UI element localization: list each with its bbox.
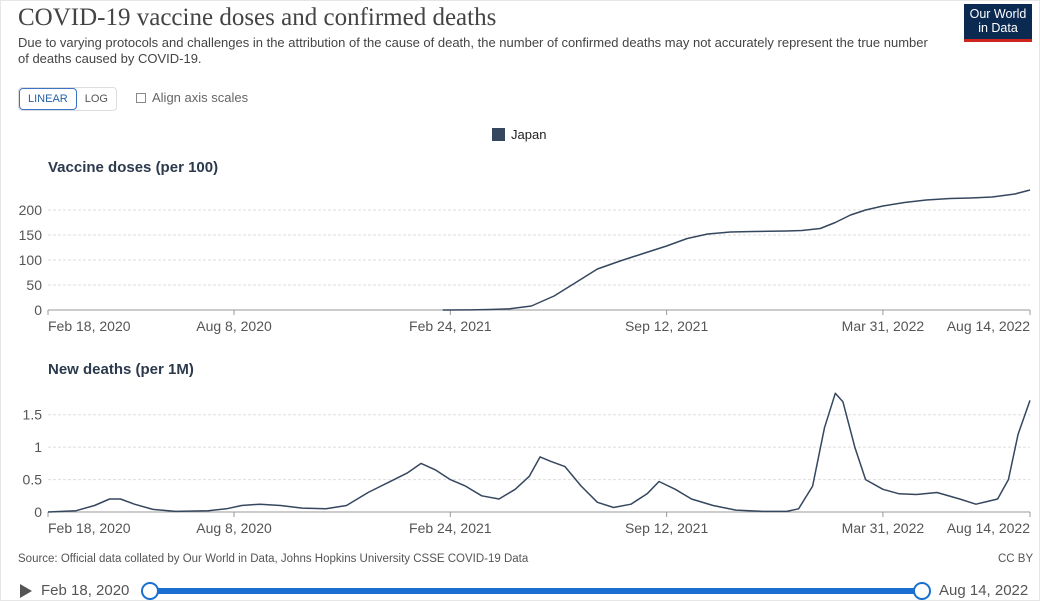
y-tick-label: 1.5 [23,407,43,423]
align-axis-scales-label: Align axis scales [152,90,249,105]
y-tick-label: 0 [34,302,42,318]
x-tick-label: Sep 12, 2021 [625,520,709,536]
y-tick-label: 1 [34,439,42,455]
chart-title: COVID-19 vaccine doses and confirmed dea… [18,4,497,31]
source-note: Source: Official data collated by Our Wo… [18,553,529,565]
x-tick-label: Sep 12, 2021 [625,318,709,334]
timeline: Feb 18, 2020 Aug 14, 2022 [0,576,1040,601]
x-tick-label: Feb 18, 2020 [48,318,131,334]
x-tick-label: Feb 24, 2021 [409,318,492,334]
timeline-end-label: Aug 14, 2022 [939,582,1029,599]
logo-line-2: in Data [978,21,1018,35]
x-tick-label: Mar 31, 2022 [842,520,925,536]
chart-subtitle: Due to varying protocols and challenges … [18,35,928,66]
x-tick-label: Feb 18, 2020 [48,520,131,536]
series-line-japan [442,189,1031,311]
legend[interactable]: Japan [492,127,546,142]
license-link[interactable]: CC BY [998,553,1034,565]
charts-svg: Vaccine doses (per 100) 0 50 100 150 200 Feb 1… [19,159,1031,536]
legend-label-japan: Japan [511,127,547,142]
play-icon[interactable] [20,584,32,598]
panel-title: New deaths (per 1M) [48,361,194,378]
series-line-japan [47,392,1031,513]
x-tick-label: Mar 31, 2022 [842,318,925,334]
logo-line-1: Our World [969,7,1027,21]
x-tick-label: Aug 14, 2022 [947,318,1031,334]
y-tick-label: 0.5 [23,472,43,488]
timeline-track[interactable] [149,588,921,594]
x-tick-label: Aug 8, 2020 [196,318,272,334]
timeline-start-label: Feb 18, 2020 [41,582,130,599]
align-axis-scales-toggle[interactable]: Align axis scales [136,90,248,105]
timeline-end-handle[interactable] [913,582,931,600]
timeline-start-handle[interactable] [141,582,159,600]
x-tick-label: Feb 24, 2021 [409,520,492,536]
linear-scale-button[interactable]: LINEAR [19,88,77,110]
owid-logo[interactable]: Our World in Data [964,4,1032,42]
x-tick-label: Aug 8, 2020 [196,520,272,536]
legend-swatch [492,128,505,141]
log-scale-button[interactable]: LOG [84,93,108,105]
y-tick-label: 50 [26,277,42,293]
scale-toggle: LINEAR LOG [18,87,117,111]
y-tick-label: 100 [19,252,43,268]
x-tick-label: Aug 14, 2022 [947,520,1031,536]
y-tick-label: 0 [34,504,42,520]
checkbox-icon[interactable] [136,92,146,103]
panel-title: Vaccine doses (per 100) [48,159,218,176]
y-tick-label: 200 [19,202,43,218]
y-tick-label: 150 [19,227,43,243]
